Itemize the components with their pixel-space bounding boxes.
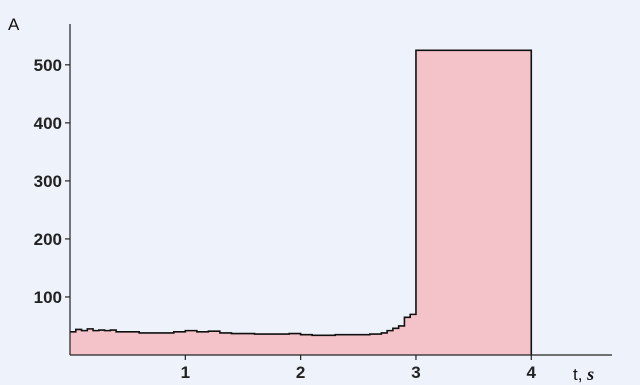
x-tick-label: 4 [527, 363, 537, 382]
series-line [70, 49, 533, 355]
x-axis-title-unit: s [586, 364, 594, 384]
x-axis-title: t, s [573, 364, 594, 384]
x-tick-label: 1 [181, 363, 190, 382]
y-tick-label: 200 [34, 230, 62, 249]
y-tick-label: 500 [34, 56, 62, 75]
axes [65, 24, 612, 360]
y-tick-label: 100 [34, 288, 62, 307]
y-axis-title: A [8, 15, 20, 34]
axis-labels: A t, s 1 2 3 4 100 200 300 400 500 [8, 15, 594, 384]
x-axis-title-prefix: t, [573, 365, 587, 384]
y-tick-label: 300 [34, 172, 62, 191]
x-tick-label: 3 [411, 363, 420, 382]
y-tick-label: 400 [34, 114, 62, 133]
plot-area [70, 49, 533, 355]
x-tick-label: 2 [296, 363, 305, 382]
series-area-fill [70, 50, 532, 355]
